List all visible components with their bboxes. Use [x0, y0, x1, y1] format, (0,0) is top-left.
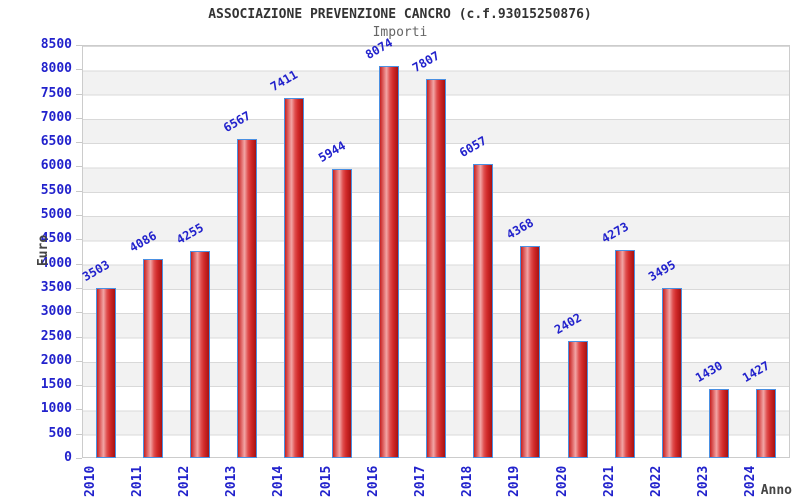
x-tick-2013: 2013 — [224, 465, 240, 497]
y-axis-tick-labels: 0 500 1000 1500 2000 2500 3000 3500 4000 4500 5000… — [0, 0, 82, 500]
x-tick-2020: 2020 — [554, 465, 570, 497]
x-tick-2014: 2014 — [271, 465, 287, 497]
value-label-2013: 6567 — [221, 108, 254, 135]
y-tick-3000: 3000 — [40, 304, 72, 320]
y-tick-2500: 2500 — [40, 328, 72, 344]
bar-2020 — [567, 341, 588, 458]
y-tick-3500: 3500 — [40, 279, 72, 295]
y-tick-6000: 6000 — [40, 158, 72, 174]
value-label-2012: 4255 — [174, 220, 207, 248]
x-tick-2012: 2012 — [177, 465, 192, 497]
y-tick-mark — [76, 263, 82, 265]
y-tick-4500: 4500 — [40, 231, 72, 247]
y-tick-mark — [76, 166, 82, 168]
value-label-2024: 1427 — [740, 358, 773, 385]
bar-2022 — [662, 288, 682, 458]
bars-layer: 3503 4086 4255 6567 7411 5944 8074 7807 6057 4368… — [79, 35, 790, 458]
chart-title: ASSOCIAZIONE PREVENZIONE CANCRO (c.f.930… — [208, 7, 592, 22]
y-tick-mark — [76, 215, 82, 217]
bar-2023 — [709, 388, 730, 458]
x-tick-2010: 2010 — [82, 465, 98, 497]
y-tick-mark — [76, 360, 82, 362]
x-tick-2017: 2017 — [413, 465, 428, 497]
y-tick-mark — [76, 117, 82, 119]
bar-2017 — [426, 78, 446, 458]
value-label-2018: 6057 — [457, 133, 490, 160]
value-label-2011: 4086 — [126, 228, 159, 256]
value-label-2021: 4273 — [598, 219, 631, 247]
bar-2024 — [756, 388, 777, 458]
x-tick-2016: 2016 — [365, 465, 381, 497]
y-tick-mark — [76, 385, 82, 387]
y-tick-mark — [76, 142, 82, 144]
x-tick-2023: 2023 — [696, 465, 712, 497]
x-tick-2021: 2021 — [601, 465, 617, 497]
y-tick-mark — [76, 239, 82, 241]
y-tick-0: 0 — [64, 450, 72, 465]
bar-2018 — [473, 163, 494, 458]
value-label-2017: 7807 — [410, 48, 443, 75]
value-label-2022: 3495 — [646, 257, 679, 285]
value-label-2015: 5944 — [315, 138, 348, 166]
x-axis-title: Anno — [760, 483, 792, 498]
bar-2011 — [142, 259, 163, 458]
x-tick-2015: 2015 — [318, 465, 334, 497]
chart-subtitle: Importi — [372, 25, 428, 40]
y-tick-1000: 1000 — [40, 401, 72, 417]
y-tick-8000: 8000 — [40, 61, 72, 77]
y-tick-7000: 7000 — [40, 109, 72, 125]
bar-2010 — [95, 287, 116, 458]
y-tick-4000: 4000 — [40, 255, 72, 271]
y-tick-mark — [76, 93, 82, 95]
y-tick-500: 500 — [48, 425, 72, 441]
y-tick-8500: 8500 — [40, 37, 72, 52]
y-tick-5500: 5500 — [40, 182, 72, 198]
y-tick-mark — [76, 336, 82, 338]
y-tick-7500: 7500 — [40, 85, 72, 101]
value-label-2014: 7411 — [268, 67, 301, 94]
y-tick-6500: 6500 — [40, 134, 72, 150]
y-tick-5000: 5000 — [40, 207, 72, 223]
x-tick-2022: 2022 — [649, 465, 664, 497]
bar-2015 — [331, 169, 352, 458]
y-tick-mark — [76, 287, 82, 289]
x-tick-2011: 2011 — [129, 465, 145, 497]
bar-2021 — [614, 250, 635, 458]
value-label-2010: 3503 — [79, 257, 112, 284]
y-tick-1500: 1500 — [40, 377, 72, 393]
y-tick-mark — [76, 190, 82, 192]
value-label-2023: 1430 — [693, 357, 726, 385]
y-tick-2000: 2000 — [40, 352, 72, 368]
y-tick-mark — [76, 45, 82, 46]
value-label-2019: 4368 — [504, 215, 537, 242]
bar-2019 — [520, 245, 541, 458]
y-tick-mark — [76, 312, 82, 314]
y-tick-mark — [76, 433, 82, 435]
value-label-2020: 2402 — [551, 310, 584, 338]
y-tick-mark — [76, 69, 82, 71]
bar-2013 — [237, 138, 258, 458]
x-tick-2018: 2018 — [460, 465, 476, 497]
x-tick-2019: 2019 — [507, 465, 523, 497]
y-axis-title: Euro — [36, 234, 52, 267]
bar-2016 — [378, 65, 399, 458]
y-tick-mark — [76, 458, 82, 459]
x-tick-2024: 2024 — [743, 465, 759, 497]
bar-2014 — [284, 97, 305, 458]
y-tick-mark — [76, 409, 82, 411]
bar-2012 — [190, 251, 210, 458]
